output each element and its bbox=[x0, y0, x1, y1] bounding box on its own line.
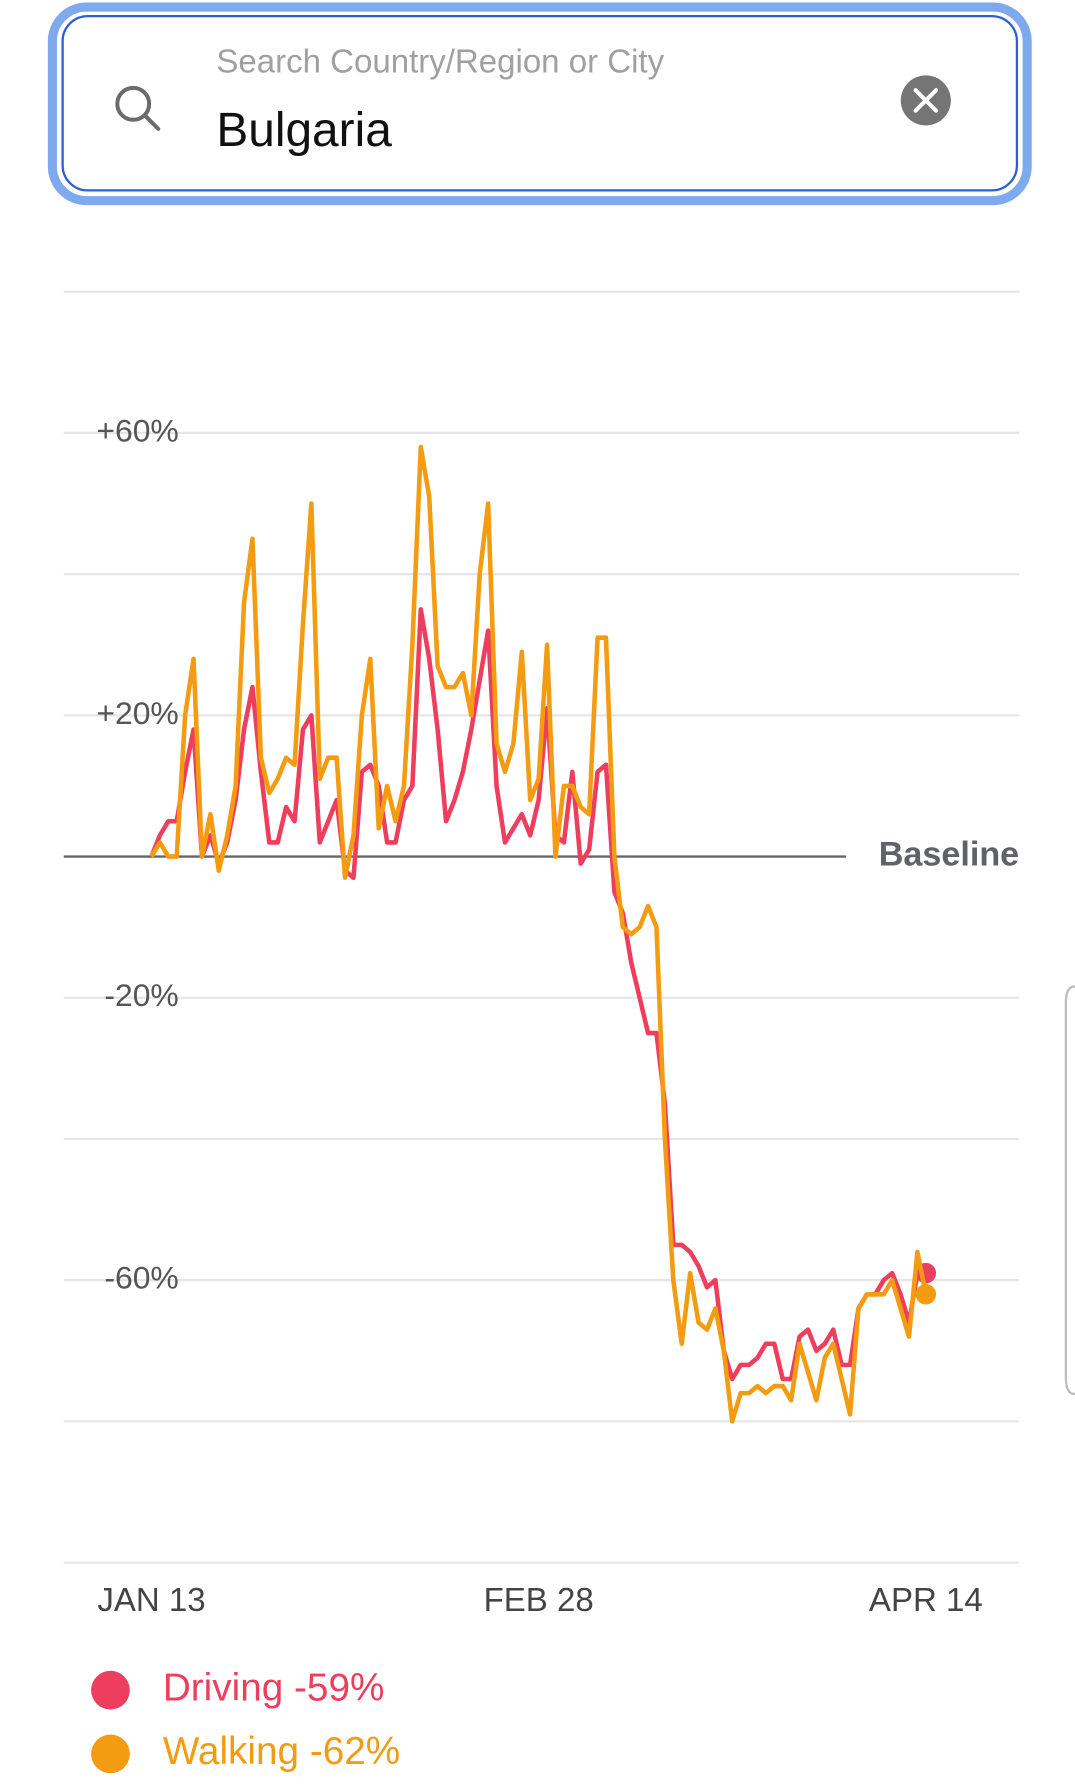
legend-swatch bbox=[91, 1734, 130, 1774]
x-tick-label: APR 14 bbox=[869, 1581, 983, 1618]
x-tick-label: JAN 13 bbox=[97, 1581, 205, 1618]
data-line bbox=[149, 607, 926, 1382]
end-point bbox=[915, 1284, 937, 1305]
baseline-label: Baseline bbox=[879, 836, 1020, 874]
scroll-handle[interactable] bbox=[1064, 985, 1075, 1396]
search-query[interactable]: Bulgaria bbox=[216, 104, 392, 157]
search-icon bbox=[115, 85, 161, 131]
y-tick-label: -60% bbox=[104, 1260, 178, 1296]
search-focus-ring bbox=[47, 2, 1032, 206]
legend-label: Driving -59% bbox=[163, 1666, 385, 1709]
legend-label: Walking -62% bbox=[163, 1730, 400, 1773]
y-tick-label: +20% bbox=[96, 695, 178, 731]
legend-swatch bbox=[91, 1670, 130, 1710]
search-box[interactable] bbox=[61, 15, 1019, 192]
y-tick-label: +60% bbox=[96, 412, 178, 448]
x-tick-label: FEB 28 bbox=[484, 1581, 594, 1618]
y-tick-label: -20% bbox=[104, 977, 178, 1013]
search-placeholder: Search Country/Region or City bbox=[216, 43, 664, 80]
clear-button[interactable] bbox=[900, 75, 951, 126]
data-line bbox=[149, 444, 929, 1424]
chart: +60% +20% -20% -60% Baseline JAN 13 FEB 28 APR … bbox=[63, 290, 1020, 1774]
